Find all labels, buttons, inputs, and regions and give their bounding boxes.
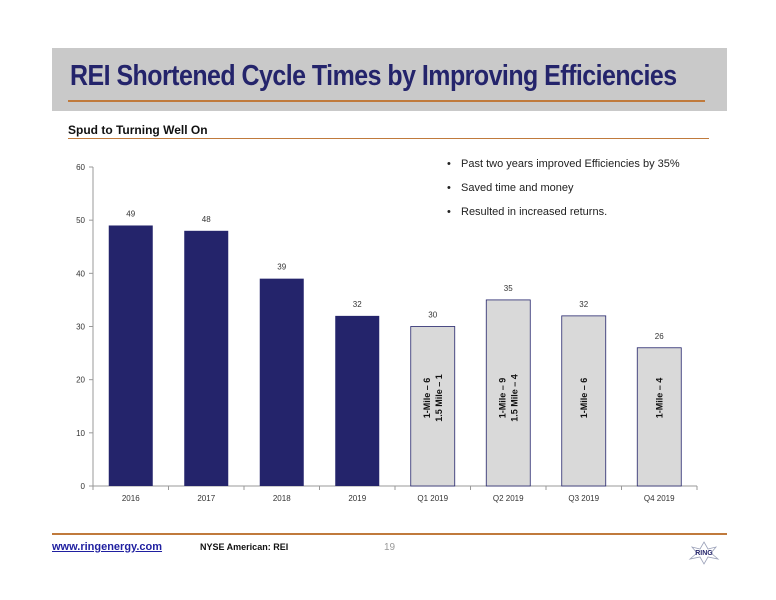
data-label: 48 bbox=[202, 215, 211, 224]
slide-title: REI Shortened Cycle Times by Improving E… bbox=[70, 60, 677, 92]
data-label: 35 bbox=[504, 284, 513, 293]
data-label: 26 bbox=[655, 332, 664, 341]
bar bbox=[108, 225, 153, 486]
bar bbox=[335, 315, 380, 486]
y-tick-label: 10 bbox=[76, 429, 85, 438]
bar bbox=[561, 315, 607, 487]
bar-annotation: 1.5 Mile – 4 bbox=[509, 374, 519, 422]
logo-text: RING bbox=[695, 550, 713, 557]
footer-rule bbox=[52, 533, 727, 535]
bar bbox=[184, 230, 229, 486]
bullet-item: Resulted in increased returns. bbox=[447, 206, 680, 230]
x-tick-label: Q1 2019 bbox=[417, 494, 448, 503]
bullet-list: Past two years improved Efficiencies by … bbox=[447, 158, 680, 230]
subtitle-rule bbox=[68, 138, 709, 139]
y-tick-label: 0 bbox=[81, 482, 86, 491]
x-tick-label: 2018 bbox=[273, 494, 291, 503]
x-tick-label: 2016 bbox=[122, 494, 140, 503]
y-tick-label: 60 bbox=[76, 163, 85, 172]
y-tick-label: 30 bbox=[76, 323, 85, 332]
bar-annotation: 1-Mile – 9 bbox=[497, 378, 507, 419]
website-link[interactable]: www.ringenergy.com bbox=[52, 541, 163, 553]
y-tick-label: 20 bbox=[76, 376, 85, 385]
x-tick-label: Q2 2019 bbox=[493, 494, 524, 503]
data-label: 39 bbox=[277, 263, 286, 272]
y-tick-label: 50 bbox=[76, 216, 85, 225]
bar-annotation: 1-Mile – 6 bbox=[422, 378, 432, 419]
y-tick-label: 40 bbox=[76, 269, 85, 278]
x-tick-label: 2019 bbox=[348, 494, 366, 503]
bar bbox=[636, 347, 682, 487]
data-label: 32 bbox=[353, 300, 362, 309]
stock-exchange-label: NYSE American: REI bbox=[200, 542, 289, 552]
x-tick-label: Q3 2019 bbox=[568, 494, 599, 503]
bar bbox=[259, 278, 304, 486]
x-tick-label: 2017 bbox=[197, 494, 215, 503]
data-label: 30 bbox=[428, 311, 437, 320]
chart-subtitle: Spud to Turning Well On bbox=[68, 123, 208, 137]
bullet-item: Past two years improved Efficiencies by … bbox=[447, 158, 680, 182]
bar-annotation: 1.5 Mile – 1 bbox=[434, 374, 444, 422]
bar bbox=[485, 299, 531, 487]
page-number: 19 bbox=[384, 542, 396, 553]
bullet-item: Saved time and money bbox=[447, 182, 680, 206]
data-label: 32 bbox=[579, 300, 588, 309]
bar-annotation: 1-Mile – 6 bbox=[579, 378, 589, 419]
data-label: 49 bbox=[126, 209, 135, 218]
x-tick-label: Q4 2019 bbox=[644, 494, 675, 503]
ring-energy-logo: RING bbox=[688, 541, 720, 565]
bar-annotation: 1-Mile – 4 bbox=[654, 378, 664, 419]
bar bbox=[410, 326, 456, 487]
title-rule bbox=[68, 100, 705, 102]
